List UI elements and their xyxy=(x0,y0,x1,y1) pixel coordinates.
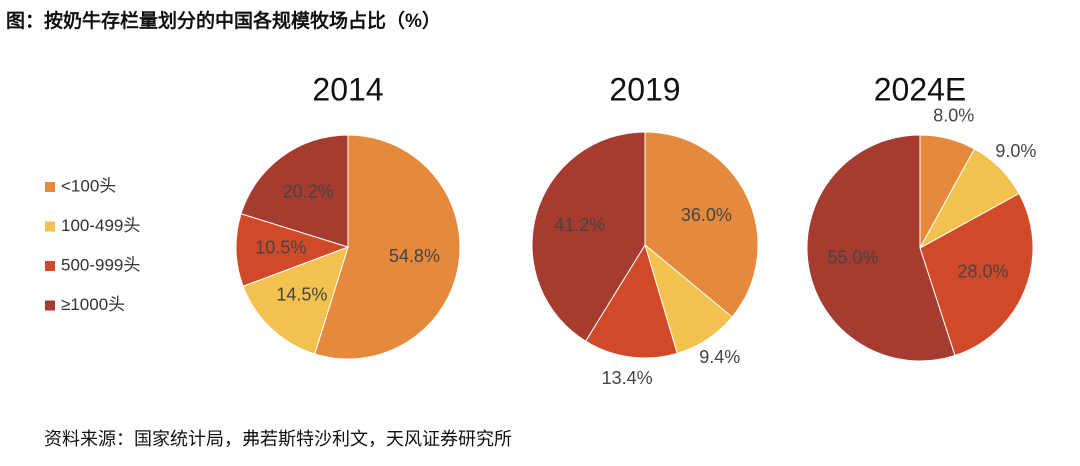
data-label: 14.5% xyxy=(276,285,327,305)
pie-slice xyxy=(806,134,956,362)
legend-swatch xyxy=(45,182,55,192)
legend-label: 100-499头 xyxy=(61,216,140,235)
data-label: 54.8% xyxy=(389,246,440,266)
pie-slice xyxy=(644,131,759,318)
data-label: 20.2% xyxy=(283,182,334,202)
data-label: 28.0% xyxy=(958,262,1009,282)
legend-swatch xyxy=(45,261,55,271)
pie-title: 2014 xyxy=(312,71,383,107)
data-label: 41.2% xyxy=(554,215,605,235)
data-label: 55.0% xyxy=(828,247,879,267)
data-label: 10.5% xyxy=(255,238,306,258)
data-label: 9.4% xyxy=(699,347,740,367)
source-note: 资料来源：国家统计局，弗若斯特沙利文，天风证券研究所 xyxy=(44,429,512,449)
legend-label: ≥1000头 xyxy=(61,295,125,314)
legend-label: <100头 xyxy=(61,176,116,195)
page-title: 图：按奶牛存栏量划分的中国各规模牧场占比（%） xyxy=(6,9,441,32)
legend-label: 500-999头 xyxy=(61,255,140,274)
pie-slice xyxy=(584,243,678,359)
pie-slice xyxy=(242,246,349,355)
pie-slice xyxy=(314,134,461,360)
data-label: 13.4% xyxy=(602,368,653,388)
pie-slice xyxy=(240,134,349,248)
pie-slice xyxy=(919,192,1034,357)
pie-title: 2019 xyxy=(609,71,680,107)
pie-title: 2024E xyxy=(874,71,967,107)
pie-slice xyxy=(235,213,350,287)
legend-swatch xyxy=(45,221,55,232)
data-label: 9.0% xyxy=(995,141,1036,161)
pie-slice xyxy=(531,131,646,342)
data-label: 8.0% xyxy=(933,105,974,125)
legend-swatch xyxy=(45,300,55,311)
data-label: 36.0% xyxy=(681,205,732,225)
